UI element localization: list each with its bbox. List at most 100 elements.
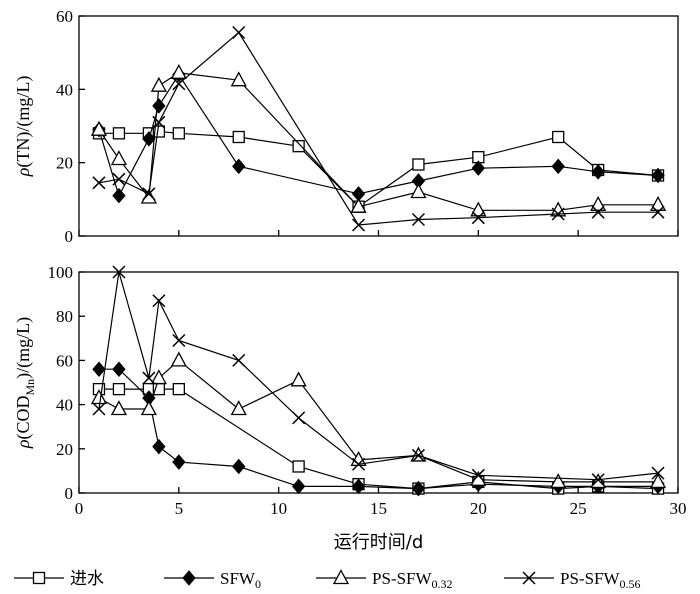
x-tick-label: 20 bbox=[470, 499, 487, 518]
legend-marker bbox=[32, 571, 46, 585]
data-point bbox=[550, 473, 567, 489]
y-tick-label: 20 bbox=[56, 154, 73, 173]
legend-label: 进水 bbox=[70, 569, 104, 588]
data-point bbox=[590, 195, 607, 211]
series-line bbox=[98, 73, 659, 198]
data-point bbox=[232, 25, 246, 40]
data-point bbox=[649, 195, 667, 211]
data-point bbox=[152, 438, 166, 455]
data-point bbox=[550, 201, 567, 217]
data-point bbox=[150, 76, 167, 92]
data-point bbox=[591, 205, 605, 219]
x-tick-label: 5 bbox=[175, 499, 184, 518]
data-point bbox=[292, 140, 305, 153]
y-tick-label: 40 bbox=[56, 80, 73, 99]
y-axis-label: ρ(CODMn)/(mg/L) bbox=[13, 317, 37, 449]
series-1 bbox=[92, 382, 665, 495]
legend-entry: PS-SFW0.56 bbox=[504, 569, 641, 591]
data-point bbox=[142, 187, 156, 201]
panel-2: 0 20 40 60 80 100 0 5 10 15 20 25 30 ρ(CODMn)/(mg/L) bbox=[13, 263, 687, 518]
data-point bbox=[152, 115, 166, 129]
data-point bbox=[90, 389, 108, 405]
data-point bbox=[292, 460, 305, 473]
data-point bbox=[172, 382, 185, 396]
x-axis-label: 运行时间/d bbox=[334, 532, 424, 553]
x-tick-label: 25 bbox=[570, 499, 587, 518]
data-point bbox=[142, 131, 156, 147]
x-tick-label: 0 bbox=[75, 499, 84, 518]
data-point bbox=[112, 187, 126, 204]
data-point bbox=[112, 382, 126, 396]
data-point bbox=[172, 127, 185, 140]
data-point bbox=[152, 294, 166, 308]
data-point bbox=[110, 150, 128, 166]
legend-label: PS-SFW0.32 bbox=[372, 569, 453, 591]
data-point bbox=[172, 454, 186, 470]
data-point bbox=[170, 63, 187, 79]
data-point bbox=[112, 127, 126, 140]
data-point bbox=[470, 201, 487, 217]
data-point bbox=[140, 400, 157, 416]
data-point bbox=[92, 176, 106, 190]
data-point bbox=[152, 98, 166, 114]
data-point bbox=[411, 212, 425, 227]
series-line bbox=[98, 271, 659, 481]
x-tick-label: 10 bbox=[270, 499, 287, 518]
y-tick-label: 60 bbox=[56, 7, 73, 26]
y-axis-label: ρ(TN)/(mg/L) bbox=[13, 76, 34, 178]
data-point bbox=[651, 466, 665, 480]
x-tick-label: 30 bbox=[670, 499, 687, 518]
data-point bbox=[591, 473, 605, 487]
data-point bbox=[172, 333, 186, 348]
data-point bbox=[110, 400, 128, 416]
data-point bbox=[112, 172, 126, 186]
y-tick-label: 60 bbox=[56, 351, 73, 370]
data-point bbox=[230, 71, 247, 87]
data-point bbox=[352, 218, 366, 232]
data-point bbox=[232, 353, 246, 367]
data-point bbox=[172, 77, 186, 91]
data-point bbox=[232, 130, 245, 144]
data-point bbox=[232, 158, 246, 175]
legend-marker bbox=[332, 569, 350, 585]
data-point bbox=[142, 371, 156, 385]
plot-frame bbox=[78, 271, 679, 494]
data-point bbox=[351, 478, 366, 495]
x-tick-label: 15 bbox=[370, 499, 387, 518]
data-point bbox=[112, 265, 126, 279]
series-2 bbox=[92, 361, 665, 497]
data-point bbox=[410, 183, 427, 199]
data-point bbox=[92, 402, 106, 416]
data-point bbox=[551, 207, 565, 221]
series-4 bbox=[92, 265, 665, 487]
data-point bbox=[552, 130, 565, 144]
data-point bbox=[471, 211, 485, 225]
series-4 bbox=[92, 25, 665, 232]
y-tick-label: 20 bbox=[56, 440, 73, 459]
data-point bbox=[412, 158, 425, 171]
data-point bbox=[112, 361, 126, 378]
data-point bbox=[350, 197, 367, 213]
legend-entry: SFW0 bbox=[164, 569, 261, 591]
legend-marker bbox=[182, 570, 196, 586]
data-point bbox=[230, 400, 247, 416]
y-tick-label: 100 bbox=[48, 263, 74, 282]
data-point bbox=[591, 164, 605, 180]
legend-label: SFW0 bbox=[220, 569, 261, 591]
data-point bbox=[290, 371, 307, 387]
data-point bbox=[411, 480, 426, 497]
data-point bbox=[92, 361, 106, 378]
series-line bbox=[99, 388, 659, 490]
data-point bbox=[651, 205, 665, 219]
legend-label: PS-SFW0.56 bbox=[560, 569, 641, 591]
data-point bbox=[90, 120, 108, 136]
legend-entry: PS-SFW0.32 bbox=[316, 569, 453, 591]
y-tick-label: 40 bbox=[56, 396, 73, 415]
data-point bbox=[471, 160, 485, 176]
legend: 进水 SFW0 PS-SFW0.32 PS-SFW0.56 bbox=[14, 569, 641, 591]
data-point bbox=[232, 458, 246, 475]
y-tick-label: 80 bbox=[56, 307, 73, 326]
y-tick-label: 0 bbox=[65, 227, 74, 246]
panel-1: 0 20 40 60 ρ(TN)/(mg/L) bbox=[13, 7, 679, 246]
